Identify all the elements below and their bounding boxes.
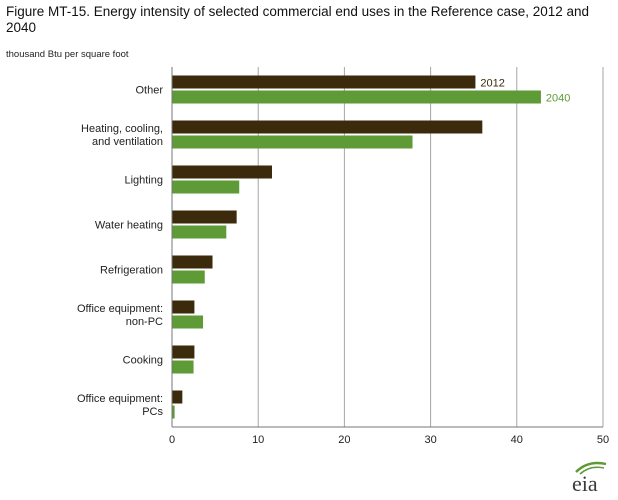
- bar-2012-7: [172, 390, 183, 404]
- category-label-0: Other: [135, 85, 163, 97]
- bar-2012-4: [172, 255, 213, 269]
- category-label-3: Water heating: [95, 220, 163, 232]
- category-label-1: Heating, cooling, and ventilation: [81, 123, 163, 148]
- x-tick-label-20: 20: [338, 434, 350, 446]
- bar-2040-6: [172, 360, 194, 374]
- bar-2012-3: [172, 210, 237, 224]
- logo-arc-1: [575, 461, 607, 473]
- category-label-line: Other: [135, 85, 163, 97]
- category-label-line: Office equipment:: [77, 303, 163, 315]
- bar-2040-4: [172, 270, 205, 284]
- category-label-line: Water heating: [95, 220, 163, 232]
- bar-2012-5: [172, 300, 195, 314]
- chart-title: Figure MT-15. Energy intensity of select…: [6, 4, 590, 35]
- bar-2012-2: [172, 165, 272, 179]
- bar-2040-3: [172, 225, 227, 239]
- category-label-4: Refrigeration: [100, 265, 163, 277]
- category-label-line: Heating, cooling,: [81, 123, 163, 135]
- category-label-line: Office equipment:: [77, 393, 163, 405]
- bar-2040-5: [172, 315, 204, 329]
- x-tick-label-40: 40: [511, 434, 523, 446]
- x-tick-label-30: 30: [424, 434, 436, 446]
- logo-arc-2: [579, 466, 605, 475]
- bar-2012-0: [172, 75, 476, 89]
- category-label-6: Cooking: [123, 355, 163, 367]
- bar-2040-7: [172, 405, 175, 419]
- category-label-line: and ventilation: [92, 136, 163, 148]
- category-label-2: Lighting: [124, 175, 163, 187]
- x-tick-label-0: 0: [169, 434, 175, 446]
- category-label-5: Office equipment: non-PC: [77, 303, 163, 328]
- series-label-2012: 2012: [480, 78, 504, 90]
- bar-2012-1: [172, 120, 483, 134]
- bar-2040-0: [172, 90, 541, 104]
- logo-text: eia: [572, 471, 598, 494]
- category-label-line: Lighting: [124, 175, 163, 187]
- bar-2040-1: [172, 135, 413, 149]
- bar-2040-2: [172, 180, 240, 194]
- x-tick-label-10: 10: [252, 434, 264, 446]
- category-label-line: PCs: [142, 406, 163, 418]
- x-tick-label-50: 50: [597, 434, 609, 446]
- category-label-line: Cooking: [123, 355, 163, 367]
- category-label-line: Refrigeration: [100, 265, 163, 277]
- series-label-2040: 2040: [546, 93, 570, 105]
- category-label-line: non-PC: [126, 316, 163, 328]
- bar-2012-6: [172, 345, 195, 359]
- axis-unit-label: thousand Btu per square foot: [6, 49, 129, 60]
- eia-logo: eia: [572, 461, 607, 494]
- category-label-7: Office equipment: PCs: [77, 393, 164, 418]
